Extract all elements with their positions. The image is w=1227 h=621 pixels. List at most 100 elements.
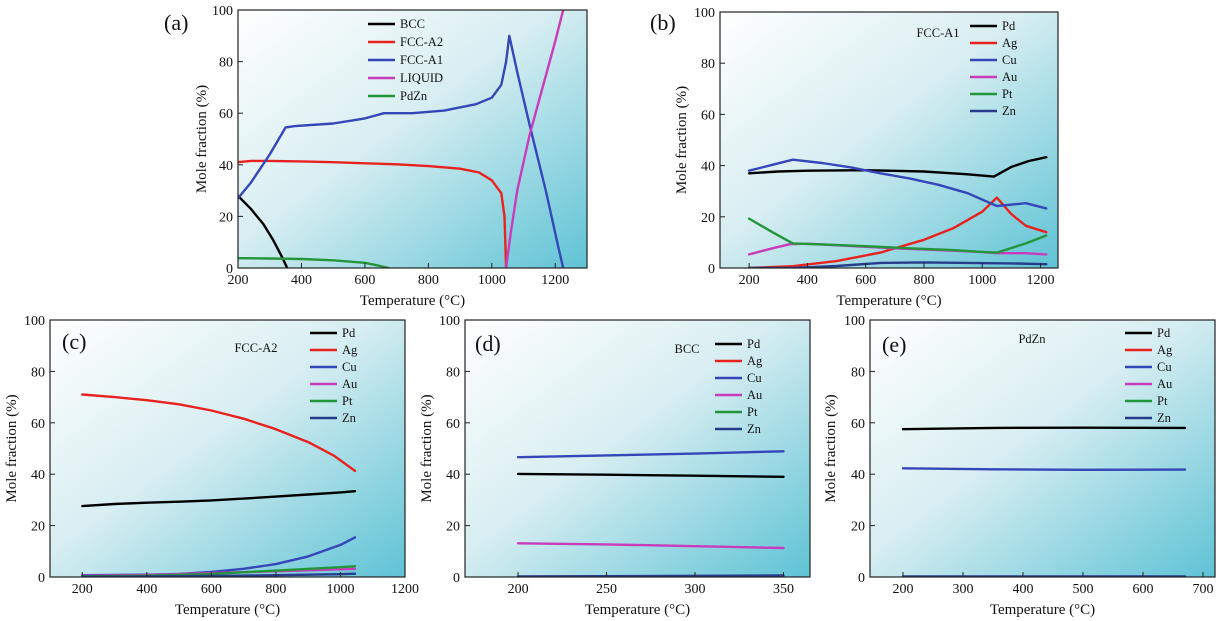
legend-label: Zn <box>1002 104 1017 118</box>
y-tick-label: 80 <box>219 56 233 71</box>
x-tick-label: 1000 <box>478 273 506 288</box>
x-tick-label: 200 <box>228 273 249 288</box>
x-tick-label: 800 <box>418 273 439 288</box>
legend-label: Pt <box>747 405 758 419</box>
y-tick-label: 60 <box>219 107 233 122</box>
y-tick-label: 80 <box>31 365 45 380</box>
legend-label: PdZn <box>400 89 428 103</box>
plot-area <box>465 320 810 577</box>
y-tick-label: 20 <box>31 520 45 535</box>
x-tick-label: 600 <box>1133 582 1154 597</box>
legend-label: Au <box>342 377 358 391</box>
legend-label: Pd <box>1157 326 1171 340</box>
x-tick-label: 600 <box>855 273 876 288</box>
legend-label: Pd <box>1002 19 1016 33</box>
panel-letter: (b) <box>650 10 676 35</box>
y-tick-label: 20 <box>219 210 233 225</box>
series-line-pd <box>516 472 785 478</box>
series-line-pt <box>747 217 1048 254</box>
panel-letter: (d) <box>475 331 501 356</box>
y-axis-title: Mole fraction (%) <box>823 394 839 502</box>
x-tick-label: 1000 <box>326 582 354 597</box>
series-line-fcc-a1 <box>238 34 565 268</box>
x-axis-title: Temperature (°C) <box>585 602 690 618</box>
series-line-cu <box>516 450 785 459</box>
legend-label: BCC <box>400 17 425 31</box>
y-tick-label: 100 <box>24 314 45 329</box>
y-axis-title: Mole fraction (%) <box>194 85 210 193</box>
legend-label: Pt <box>1157 394 1168 408</box>
panel-b: 200 400 600 800 1000 1200 0 20 40 60 80 100 Temperat… <box>650 6 1059 309</box>
y-tick-label: 20 <box>851 520 865 535</box>
x-tick-label: 200 <box>72 582 93 597</box>
x-axis-title: Temperature (°C) <box>836 293 941 309</box>
series-line-cu <box>901 467 1187 471</box>
legend-label: Au <box>1157 377 1173 391</box>
legend-label: Au <box>1002 70 1018 84</box>
legend-label: Cu <box>1157 360 1172 374</box>
y-tick-label: 40 <box>446 468 460 483</box>
y-tick-label: 20 <box>701 211 715 226</box>
x-tick-label: 800 <box>913 273 934 288</box>
y-axis-title: Mole fraction (%) <box>4 394 20 502</box>
x-tick-label: 500 <box>1073 582 1094 597</box>
series-line-au <box>516 542 785 550</box>
legend: Pd Ag Cu Au Pt Zn <box>1125 326 1173 425</box>
x-tick-label: 400 <box>797 273 818 288</box>
legend-label: Au <box>747 388 763 402</box>
x-tick-label: 1200 <box>1027 273 1055 288</box>
legend-label: Zn <box>1157 411 1172 425</box>
phase-label: FCC-A1 <box>916 26 959 40</box>
legend-label: Pt <box>1002 87 1013 101</box>
legend: Pd Ag Cu Au Pt Zn <box>715 337 763 436</box>
x-tick-label: 400 <box>291 273 312 288</box>
y-tick-label: 80 <box>701 57 715 72</box>
x-axis-title: Temperature (°C) <box>990 602 1095 618</box>
y-tick-label: 40 <box>31 468 45 483</box>
y-tick-label: 0 <box>858 571 865 586</box>
panel-e: 200 300 400 500 600 700 0 20 40 60 80 100 Temperatur… <box>823 314 1216 618</box>
x-axis-title: Temperature (°C) <box>360 293 465 309</box>
series-line-pd <box>81 490 357 508</box>
y-tick-label: 60 <box>851 417 865 432</box>
plot-area <box>50 320 405 577</box>
y-tick-label: 40 <box>701 160 715 175</box>
x-tick-label: 250 <box>596 582 617 597</box>
legend-label: LIQUID <box>400 71 443 85</box>
x-tick-label: 800 <box>265 582 286 597</box>
series-line-ag <box>747 196 1048 268</box>
x-tick-label: 700 <box>1193 582 1214 597</box>
legend-label: FCC-A1 <box>400 53 443 67</box>
x-tick-label: 200 <box>893 582 914 597</box>
plot-frame <box>719 11 1059 269</box>
legend-label: Cu <box>342 360 357 374</box>
y-tick-label: 20 <box>446 520 460 535</box>
y-tick-label: 100 <box>439 314 460 329</box>
x-tick-label: 600 <box>354 273 375 288</box>
plot-frame <box>869 319 1216 578</box>
series-line-pdzn <box>238 257 390 268</box>
phase-label: BCC <box>674 342 699 356</box>
x-tick-label: 300 <box>685 582 706 597</box>
plot-area <box>720 12 1058 268</box>
panel-c: 200 400 600 800 1000 1200 0 20 40 60 80 100 Temperat… <box>4 314 419 618</box>
panel-d: 200 250 300 350 0 20 40 60 80 100 Temperature (°C)… <box>419 314 811 618</box>
legend-label: FCC-A2 <box>400 35 443 49</box>
plot-frame <box>49 319 406 578</box>
series-line-zn <box>516 574 785 577</box>
x-tick-label: 1200 <box>391 582 419 597</box>
x-tick-label: 600 <box>201 582 222 597</box>
x-tick-label: 200 <box>508 582 529 597</box>
plot-area <box>870 320 1215 577</box>
panel-letter: (e) <box>882 332 906 357</box>
series-line-cu <box>747 158 1048 210</box>
legend-label: Cu <box>747 371 762 385</box>
y-tick-label: 0 <box>38 571 45 586</box>
panel-a: 200 400 600 800 1000 1200 0 20 40 60 80 100 Temperat… <box>164 4 588 309</box>
y-axis-title: Mole fraction (%) <box>419 394 435 502</box>
legend-label: Ag <box>747 354 763 368</box>
panel-letter: (c) <box>62 329 86 354</box>
x-tick-label: 400 <box>1013 582 1034 597</box>
series-line-pd <box>747 156 1048 178</box>
legend-label: Ag <box>1002 36 1018 50</box>
